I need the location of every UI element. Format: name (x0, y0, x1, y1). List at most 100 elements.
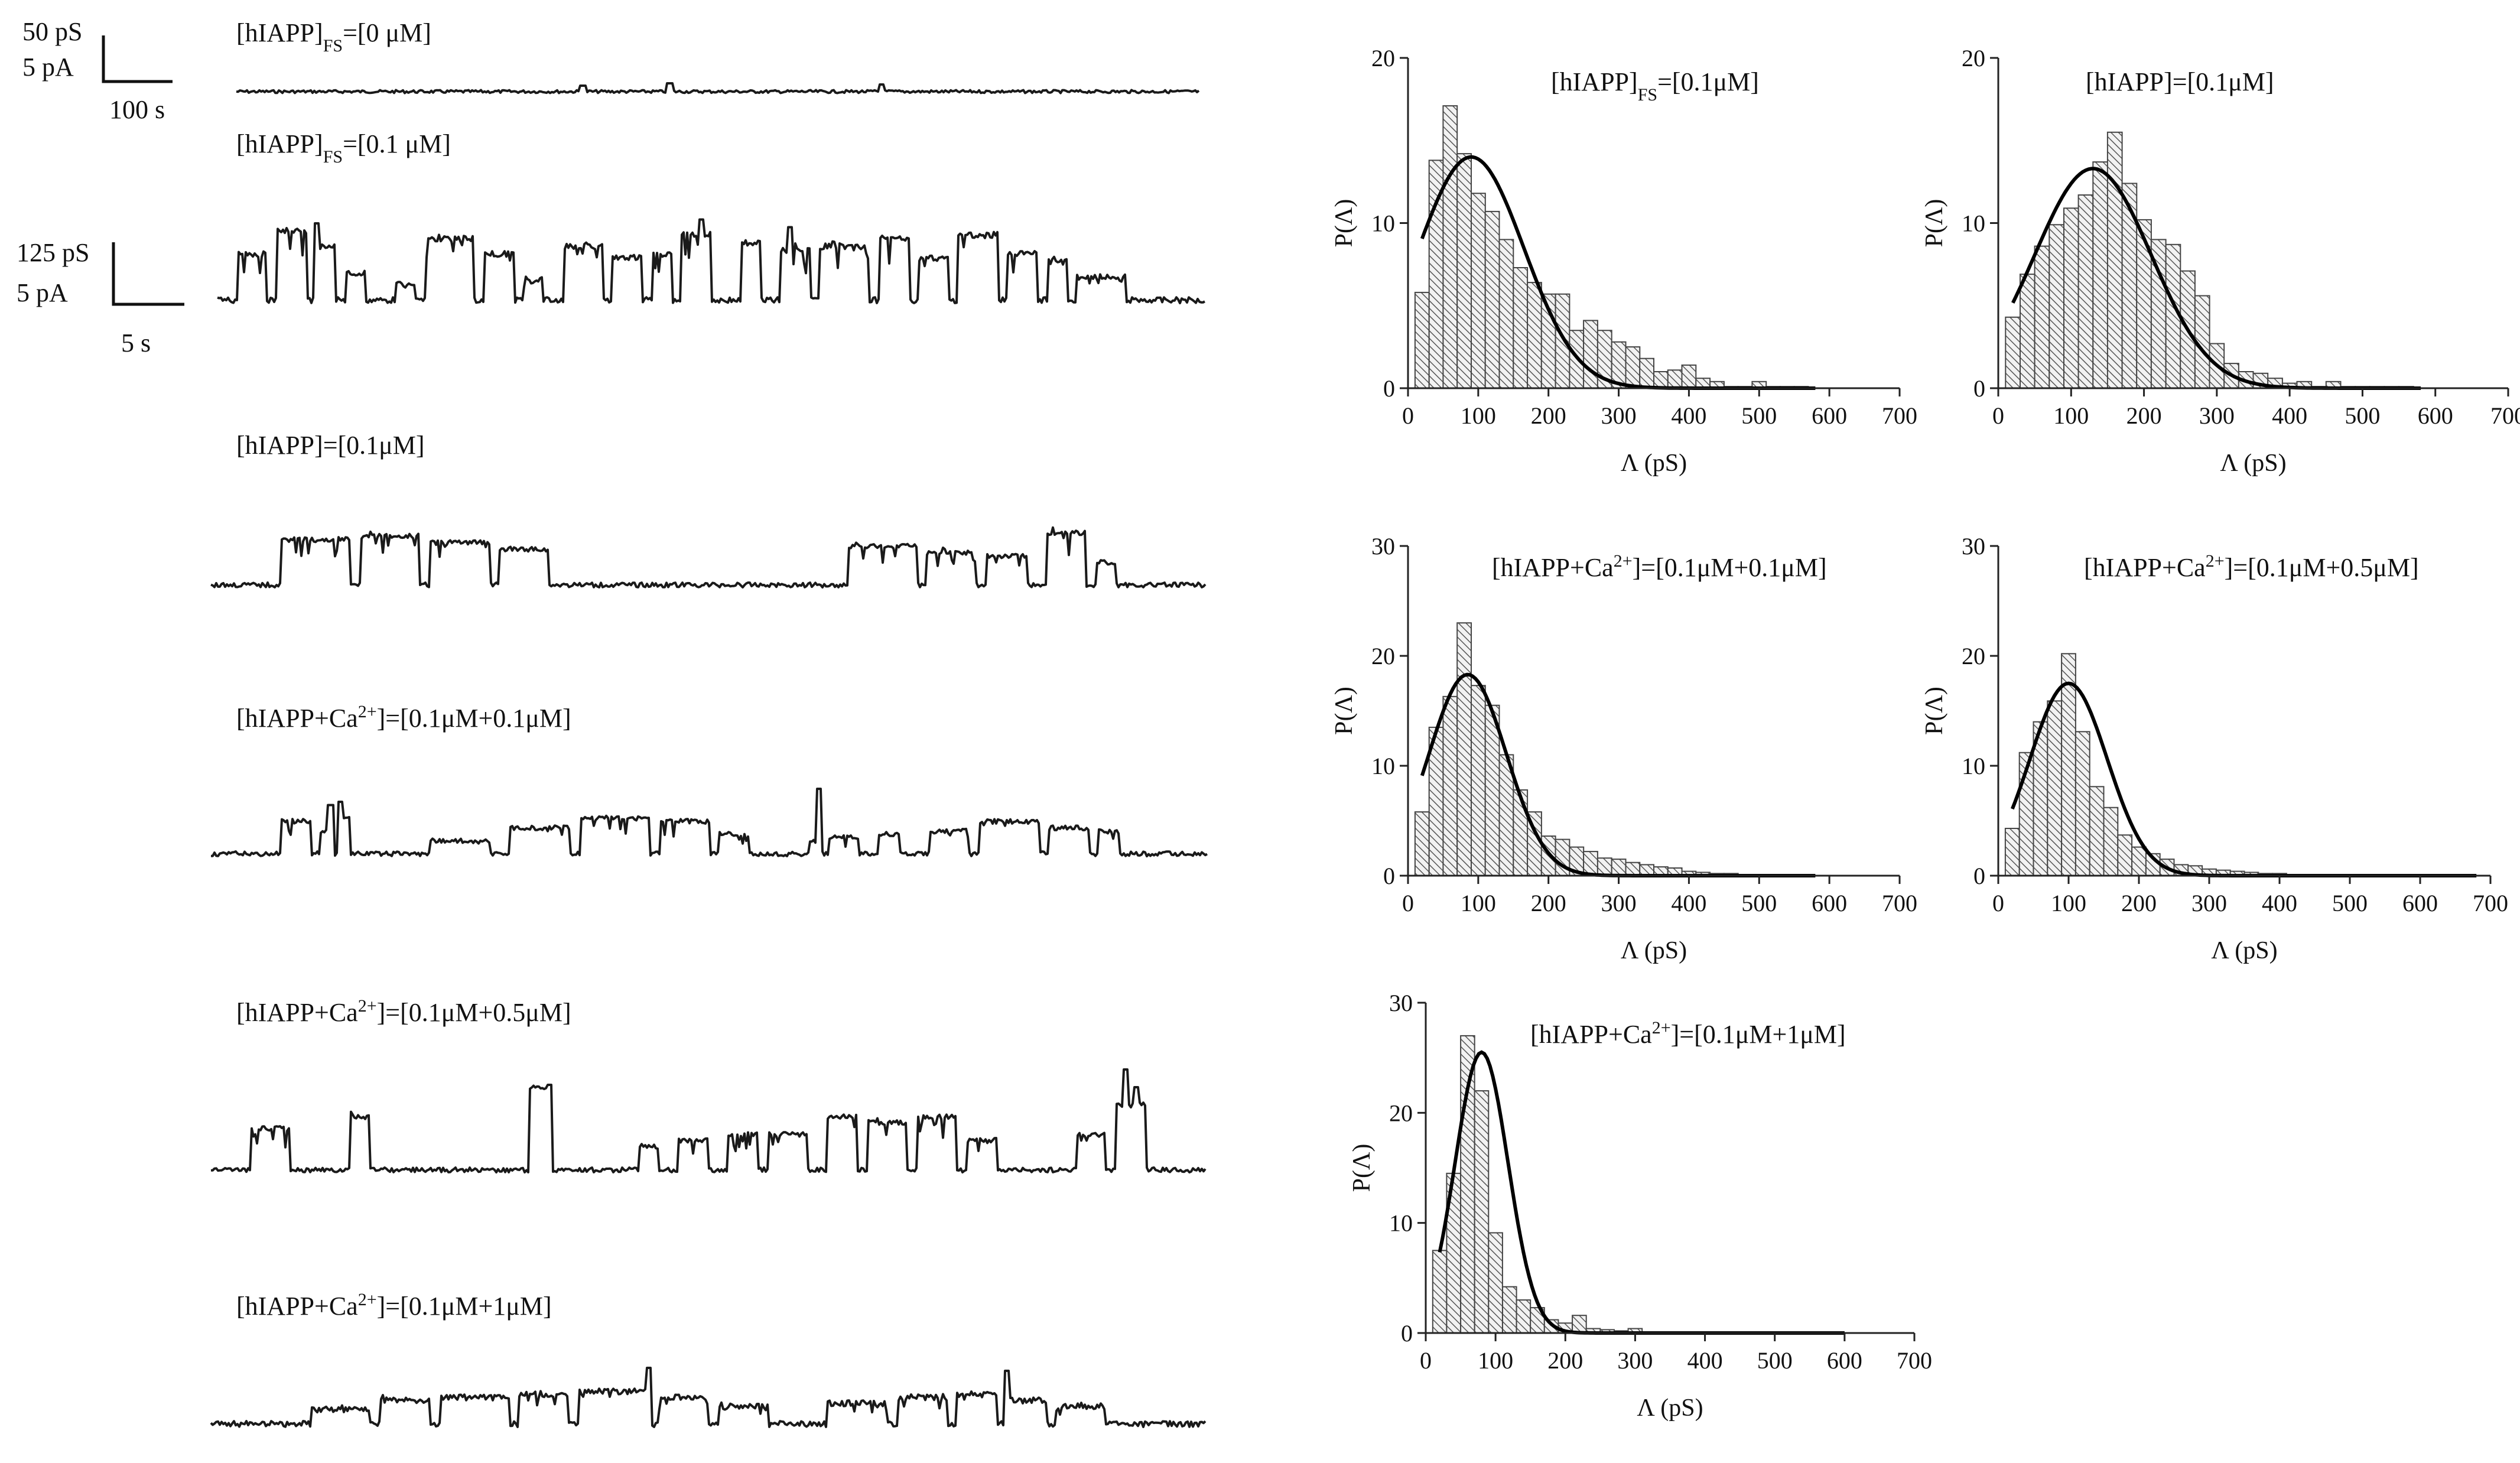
x-tick-label: 700 (1882, 402, 1917, 429)
histogram-bar (1498, 239, 1514, 389)
x-tick-label: 700 (1897, 1347, 1932, 1374)
y-tick-label: 30 (1389, 990, 1413, 1016)
x-tick-label: 300 (2191, 890, 2227, 916)
histogram-title: [hIAPP]=[0.1μM] (2086, 67, 2274, 96)
histogram-bar (1625, 861, 1641, 876)
scale-bar-2-current: 5 pA (17, 278, 68, 307)
x-tick-label: 200 (1531, 402, 1566, 429)
histogram-title: [hIAPP+Ca2+]=[0.1μM+0.1μM] (1492, 551, 1827, 583)
current-traces (210, 82, 1208, 1428)
histogram-panel-1: 0 100 200 300 400 500 600 700 0 10 20 Λ (pS) P(Λ) [hI… (1331, 45, 1917, 477)
x-tick-label: 500 (2345, 402, 2380, 429)
histogram-bar (2005, 316, 2021, 389)
scale-bar-1: 50 pS 5 pA 100 s (22, 17, 173, 124)
histogram-bar (2092, 161, 2109, 389)
histogram-panel-2: 0 100 200 300 400 500 600 700 0 10 20 Λ (pS) P(Λ) [hI… (1921, 45, 2520, 477)
trace-3 (210, 526, 1207, 589)
histogram-panel-5: 0 100 200 300 400 500 600 700 0 10 20 30 Λ (pS) P(Λ) [… (1348, 990, 1932, 1422)
histogram-bar (1502, 1286, 1517, 1334)
x-tick-label: 0 (1992, 402, 2004, 429)
x-tick-label: 500 (1757, 1347, 1793, 1374)
histogram-bar (1513, 789, 1529, 877)
trace-2 (217, 218, 1205, 304)
x-tick-label: 600 (1812, 890, 1847, 916)
histogram-bar (2047, 700, 2063, 877)
x-tick-label: 200 (2121, 890, 2157, 916)
histogram-title: [hIAPP]FS=[0.1μM] (1551, 67, 1759, 105)
x-tick-label: 100 (2051, 890, 2086, 916)
histogram-bar (2077, 194, 2094, 389)
histogram-bar (1471, 685, 1486, 876)
histogram-bar (1583, 320, 1598, 389)
histogram-bar (1516, 1299, 1531, 1334)
trace-label-5: [hIAPP+Ca2+]=[0.1μM+0.5μM] (236, 996, 571, 1028)
histogram-bar (2106, 131, 2123, 389)
histogram-bar (1456, 622, 1472, 876)
y-tick-label: 20 (1389, 1100, 1413, 1126)
y-axis-label: P(Λ) (1331, 199, 1358, 248)
histogram-bar (1488, 1232, 1503, 1334)
trace-5 (210, 1068, 1207, 1173)
y-tick-label: 0 (1973, 863, 1985, 889)
histogram-bar (2103, 807, 2119, 876)
x-tick-label: 100 (1461, 890, 1496, 916)
y-tick-label: 0 (1383, 375, 1395, 402)
scale-bar-2-lines (112, 242, 184, 306)
trace-label-3: [hIAPP]=[0.1μM] (236, 431, 425, 460)
histogram-bar (1555, 293, 1570, 389)
y-tick-label: 0 (1401, 1320, 1413, 1347)
histogram-panel-3: 0 100 200 300 400 500 600 700 0 10 20 30 Λ (pS) P(Λ) [… (1331, 533, 1917, 964)
x-tick-label: 600 (1812, 402, 1847, 429)
histogram-bar (2020, 274, 2035, 389)
histogram-bar (1471, 193, 1486, 389)
x-tick-label: 500 (1741, 890, 1777, 916)
histogram-panel-4: 0 100 200 300 400 500 600 700 0 10 20 30 Λ (pS) P(Λ) [… (1921, 533, 2508, 964)
trace-labels: [hIAPP]FS=[0 μM] [hIAPP]FS=[0.1 μM] [hIA… (236, 18, 571, 1321)
scale-bar-2-conductance: 125 pS (17, 238, 89, 267)
histogram-bar (1572, 1315, 1587, 1334)
y-axis-label: P(Λ) (1331, 687, 1358, 735)
x-tick-label: 200 (2126, 402, 2162, 429)
trace-label-2: [hIAPP]FS=[0.1 μM] (236, 129, 451, 167)
x-tick-label: 300 (1601, 890, 1637, 916)
histogram-title: [hIAPP+Ca2+]=[0.1μM+0.5μM] (2084, 551, 2419, 583)
x-tick-label: 100 (2053, 402, 2089, 429)
x-axis-label: Λ (pS) (2211, 937, 2277, 964)
y-tick-label: 30 (1371, 533, 1395, 560)
histogram-bar (1432, 1250, 1448, 1334)
histogram-bar (1681, 364, 1697, 389)
trace-1 (236, 82, 1200, 95)
x-tick-label: 400 (1671, 890, 1706, 916)
histogram-title: [hIAPP+Ca2+]=[0.1μM+1μM] (1530, 1018, 1846, 1049)
x-tick-label: 600 (1827, 1347, 1862, 1374)
x-tick-label: 400 (1671, 402, 1706, 429)
histogram-bar (1442, 105, 1458, 389)
histogram-bar (1611, 859, 1627, 876)
x-tick-label: 600 (2418, 402, 2453, 429)
scale-bar-1-time: 100 s (109, 95, 165, 124)
trace-label-6: [hIAPP+Ca2+]=[0.1μM+1μM] (236, 1290, 552, 1321)
y-tick-label: 20 (1371, 643, 1395, 669)
x-tick-label: 500 (1741, 402, 1777, 429)
y-tick-label: 10 (1371, 753, 1395, 779)
scale-bar-1-current: 5 pA (22, 53, 74, 82)
x-tick-label: 0 (1402, 402, 1414, 429)
y-axis-label: P(Λ) (1348, 1144, 1376, 1192)
scale-bar-1-lines (102, 35, 173, 83)
histogram-bar (1639, 357, 1654, 389)
histogram-bar (1527, 282, 1542, 389)
histogram-bar (2004, 828, 2020, 876)
trace-label-1: [hIAPP]FS=[0 μM] (236, 18, 431, 56)
x-tick-label: 700 (1882, 890, 1917, 916)
histogram-bar (2063, 207, 2079, 389)
trace-6 (210, 1367, 1207, 1428)
histogram-bar (2131, 846, 2147, 876)
histogram-bar (1414, 811, 1430, 876)
histogram-bar (1513, 267, 1529, 389)
histogram-bar (1442, 695, 1458, 877)
trace-label-4: [hIAPP+Ca2+]=[0.1μM+0.1μM] (236, 702, 571, 733)
histogram-bar (1653, 371, 1669, 389)
histogram-bar (2089, 786, 2105, 877)
x-tick-label: 400 (1687, 1347, 1723, 1374)
